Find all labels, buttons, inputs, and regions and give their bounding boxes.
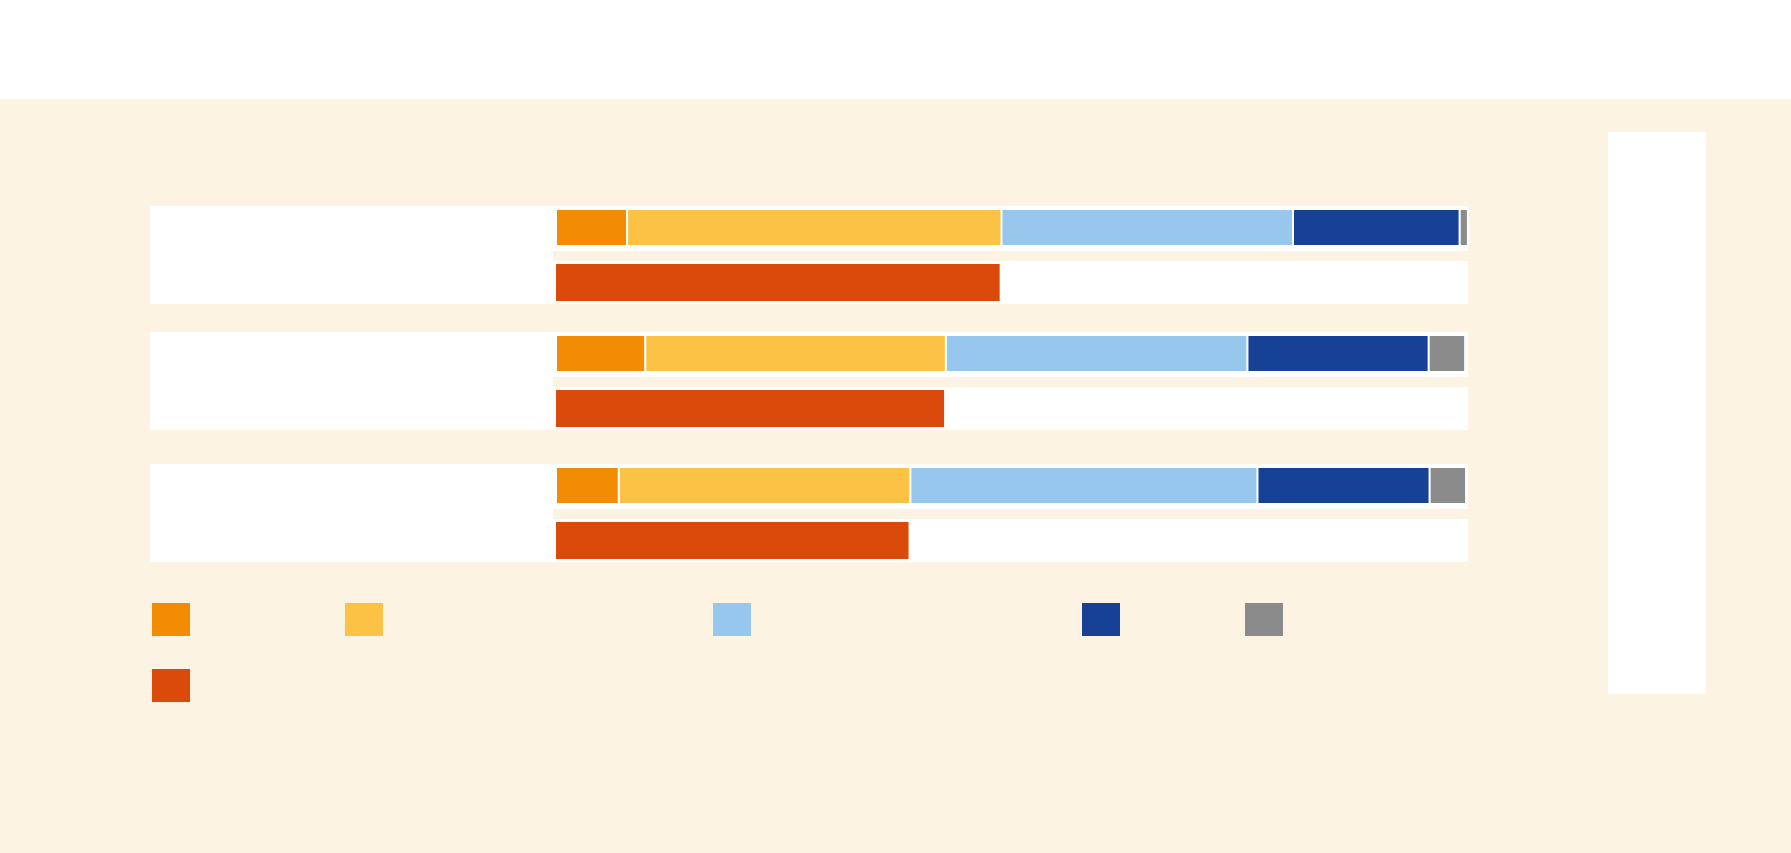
- bar-segment: [555, 334, 647, 373]
- bar: [556, 522, 909, 559]
- bar-segment: [909, 466, 1259, 505]
- bar-segment: [644, 334, 947, 373]
- bar-segment: [555, 466, 620, 505]
- legend-swatch: [713, 603, 751, 636]
- top-bar: [0, 0, 1791, 99]
- bar-segment: [1000, 208, 1294, 247]
- bar-segment: [1428, 466, 1468, 505]
- legend-swatch: [1245, 603, 1283, 636]
- legend-swatch: [345, 603, 383, 636]
- bar: [556, 264, 1000, 301]
- legend-swatch: [1082, 603, 1120, 636]
- bar-segment: [1458, 208, 1469, 247]
- side-panel: [1608, 132, 1706, 694]
- bar-segment: [555, 208, 629, 247]
- bar-segment: [944, 334, 1249, 373]
- bar-segment: [617, 466, 912, 505]
- group-label-area: [150, 464, 553, 562]
- bar-segment: [626, 208, 1003, 247]
- bar-segment: [1256, 466, 1431, 505]
- legend-swatch: [152, 603, 190, 636]
- bar: [556, 390, 945, 427]
- legend-swatch: [152, 669, 190, 702]
- group-label-area: [150, 332, 553, 430]
- group-label-area: [150, 206, 553, 304]
- bar-segment: [1427, 334, 1467, 373]
- bar-segment: [1291, 208, 1461, 247]
- bar-segment: [1246, 334, 1430, 373]
